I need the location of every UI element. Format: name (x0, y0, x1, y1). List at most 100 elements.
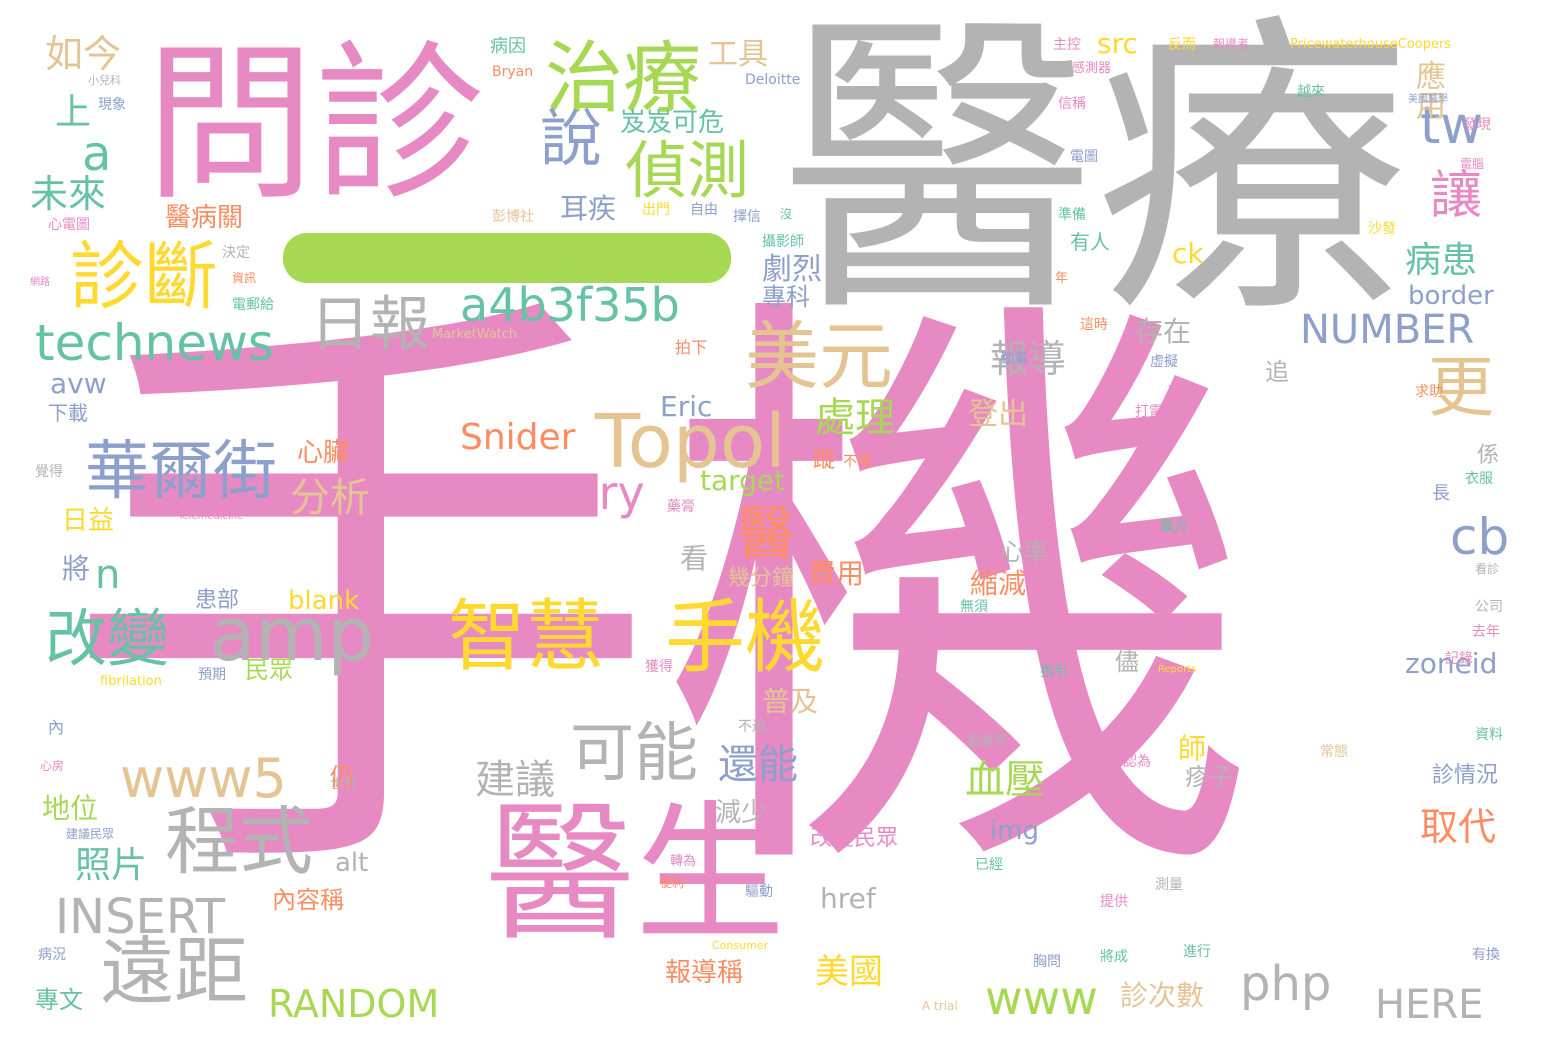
word: 公司 (1475, 599, 1503, 615)
word: href (820, 882, 876, 915)
green-bar (283, 233, 731, 283)
word: 地位 (42, 792, 99, 825)
word: 驅動 (745, 884, 773, 900)
word: src (1097, 27, 1138, 60)
word: Consumer (712, 939, 769, 952)
word: n (95, 552, 121, 598)
word: technews (35, 314, 274, 372)
word: 心房 (40, 759, 65, 773)
word: ck (1172, 237, 1204, 270)
word: 改變 (45, 602, 170, 675)
word: 更 (1428, 349, 1494, 426)
word: 工具 (708, 37, 768, 72)
word: 衣服 (1465, 471, 1493, 487)
word: 彭博社 (492, 209, 534, 225)
word: 醫病關 (165, 203, 244, 233)
word: 心臟 (297, 438, 350, 468)
word: 問診 (145, 26, 486, 224)
word: 係 (1477, 443, 1500, 468)
word: php (1240, 956, 1332, 1012)
word: a4b3f35b (460, 278, 680, 332)
word: 資料 (1475, 727, 1503, 743)
word: 存在 (1135, 315, 1192, 348)
word: 常態 (1320, 744, 1348, 760)
word: www (985, 971, 1098, 1025)
word: 信稱 (1058, 96, 1086, 112)
word: 縮減 (970, 567, 1027, 600)
word: Topol (595, 399, 786, 485)
word: 擇信 (733, 209, 761, 225)
word: 處理 (815, 395, 895, 441)
word: 病患 (1405, 240, 1478, 281)
word: 指引 (1040, 664, 1068, 680)
word: 血壓 (965, 757, 1045, 803)
word: 偵測 (625, 134, 750, 207)
word: 電腦 (1460, 157, 1485, 171)
word: 自由 (690, 202, 718, 218)
word: Snider (460, 417, 576, 458)
word: a (82, 126, 112, 182)
word: Deloitte (745, 72, 801, 88)
word: delivery (460, 466, 645, 520)
word: 獲得 (645, 659, 673, 675)
word: 不懂 (843, 454, 871, 470)
word: 進行 (1183, 944, 1211, 960)
word: 網路 (30, 277, 50, 288)
word: 建議 (475, 757, 555, 803)
word: 日報 (310, 290, 430, 360)
word: 師 (1178, 732, 1207, 765)
word: 寄心 (1168, 384, 1196, 400)
word: 世界 (330, 777, 358, 793)
word: NUMBER (1300, 307, 1475, 353)
word: 讓 (1430, 166, 1483, 226)
word: 日益 (62, 506, 115, 536)
word: 治療 (545, 34, 702, 124)
word: 打電話 (1135, 404, 1177, 420)
word: 專文 (35, 986, 83, 1014)
word: RANDOM (268, 982, 440, 1026)
word: 這時 (1080, 317, 1108, 333)
word: 民眾 (245, 656, 293, 684)
word: 年 (1055, 271, 1069, 286)
word: 還能 (718, 742, 798, 788)
word: amp (210, 592, 375, 678)
word: 華爾街 (85, 435, 277, 509)
word: 減少 (715, 798, 768, 828)
word: 內 (48, 718, 65, 737)
word: 預期 (198, 667, 226, 683)
word: 下載 (48, 401, 88, 425)
word: 認為 (1123, 754, 1151, 770)
word: 耳疾 (560, 192, 617, 225)
word: 未來 (30, 172, 107, 216)
word: 便利 (660, 876, 685, 890)
word: fibrilation (100, 674, 162, 689)
word: 沙發 (1368, 221, 1396, 237)
word: 追 (1265, 358, 1289, 386)
word: blank (288, 586, 360, 616)
word: 看診 (1475, 562, 1500, 576)
word: 上 (55, 92, 92, 133)
word: border (1408, 281, 1494, 311)
word: 建議民眾 (66, 827, 115, 841)
word: 胸問 (1033, 954, 1061, 970)
word: A trial (922, 999, 958, 1013)
word: 儘 (1115, 648, 1139, 676)
word: 有換 (1472, 947, 1500, 963)
word: www5 (120, 747, 287, 810)
word: 感測器 (1072, 61, 1112, 76)
word: 手機 (60, 250, 1260, 949)
word: 病因 (490, 36, 526, 57)
word: 已經 (975, 857, 1003, 873)
word: 電郵給 (232, 297, 274, 313)
word: 報導 (990, 337, 1067, 381)
word: 診斷 (70, 234, 218, 320)
word: 長 (1432, 483, 1450, 504)
word: 轉為 (670, 854, 697, 869)
word: 勤業眾 (968, 734, 1008, 749)
word: 提供 (1100, 894, 1128, 910)
word: 仍 (330, 763, 354, 791)
word: tw (1420, 96, 1483, 156)
word: 醫療 (780, 0, 1410, 355)
word: 無須 (960, 599, 988, 615)
